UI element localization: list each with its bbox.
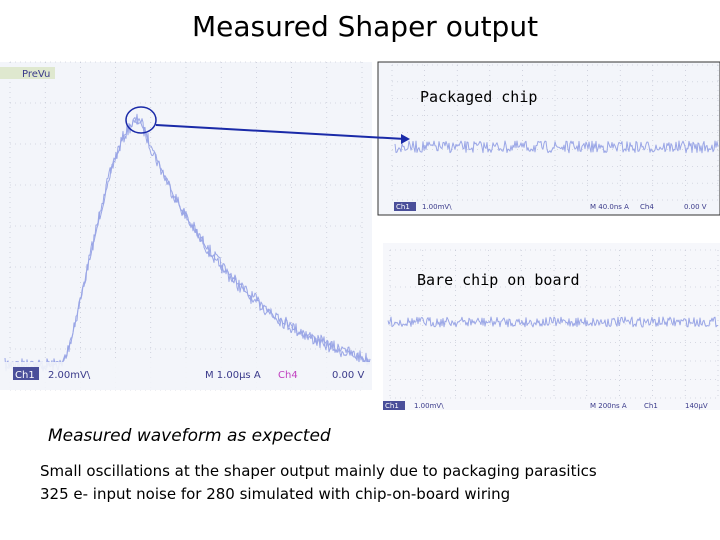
channel-box xyxy=(13,367,39,380)
trigger-level: 0.00 V xyxy=(684,203,707,211)
scale: 2.00mV\ xyxy=(48,370,91,381)
trigger-channel: Ch4 xyxy=(278,370,298,381)
caption: Measured waveform as expected xyxy=(48,426,331,446)
scale: 1.00mV\ xyxy=(414,402,444,410)
trace xyxy=(394,140,719,154)
trace xyxy=(4,118,371,370)
waveforms xyxy=(4,113,719,372)
peak-marker xyxy=(125,106,157,134)
mode-box xyxy=(0,67,55,79)
bare-label: Bare chip on board xyxy=(417,271,580,289)
trace xyxy=(387,316,719,328)
title: Measured Shaper output xyxy=(192,10,538,43)
scope-mode: PreVu xyxy=(22,69,50,80)
channel: Ch1 xyxy=(396,203,410,211)
trigger-level: 0.00 V xyxy=(332,370,364,381)
channel: Ch1 xyxy=(385,402,399,410)
timebase: M 1.00µs A xyxy=(205,370,261,381)
scale: 1.00mV\ xyxy=(422,203,452,211)
channel-box xyxy=(383,401,405,410)
channel-box xyxy=(394,202,416,211)
channel: Ch1 xyxy=(15,370,35,381)
note: 325 e- input noise for 280 simulated wit… xyxy=(40,485,510,503)
pointer-head xyxy=(401,134,410,144)
trigger-channel: Ch4 xyxy=(640,203,654,211)
timebase: M 40.0ns A xyxy=(590,203,629,211)
packaged-label: Packaged chip xyxy=(420,88,537,106)
note: Small oscillations at the shaper output … xyxy=(40,462,597,480)
main-status-bar xyxy=(0,362,372,390)
timebase: M 200ns A xyxy=(590,402,627,410)
bare-scope-screen xyxy=(383,243,720,410)
pointer-line xyxy=(155,124,406,140)
trigger-level: 140µV xyxy=(685,402,708,410)
packaged-scope-screen xyxy=(377,61,720,216)
trigger-channel: Ch1 xyxy=(644,402,658,410)
